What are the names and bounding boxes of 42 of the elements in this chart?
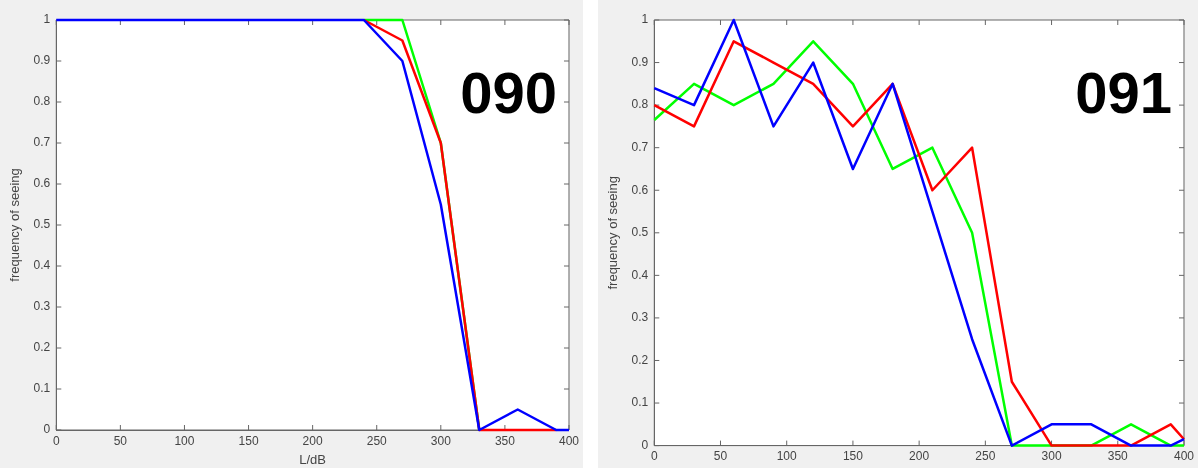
y-tick-label: 0.3 [33, 299, 51, 314]
x-tick-label: 50 [713, 449, 728, 464]
y-tick-label: 0.4 [631, 267, 649, 282]
y-tick-label: 0.5 [631, 225, 649, 240]
y-axis-title: frequency of seeing [605, 176, 621, 290]
y-tick-label: 0.3 [631, 310, 649, 325]
x-tick-label: 350 [494, 433, 516, 448]
y-tick-label: 0.7 [33, 135, 51, 150]
x-tick-label: 50 [113, 433, 128, 448]
x-tick-label: 250 [366, 433, 388, 448]
x-tick-label: 300 [1041, 449, 1062, 464]
annotation: 090 [460, 60, 557, 125]
y-tick-label: 0.6 [33, 176, 51, 191]
y-tick-label: 0.6 [631, 182, 649, 197]
x-tick-label: 400 [1173, 449, 1195, 464]
x-tick-label: 200 [302, 433, 323, 448]
x-tick-label: 150 [238, 433, 259, 448]
y-tick-label: 0.9 [631, 54, 649, 69]
y-tick-label: 0.2 [33, 340, 51, 355]
y-tick-label: 1 [641, 12, 649, 27]
annotation: 091 [1075, 60, 1172, 125]
x-tick-label: 100 [776, 449, 798, 464]
x-tick-label: 150 [842, 449, 864, 464]
x-tick-label: 100 [174, 433, 195, 448]
x-tick-label: 250 [975, 449, 996, 464]
y-tick-label: 0.8 [33, 94, 51, 109]
y-tick-label: 0 [43, 422, 51, 437]
y-tick-label: 0.2 [631, 352, 649, 367]
x-axis-title: L/dB [299, 451, 327, 467]
x-tick-label: 400 [558, 433, 580, 448]
x-tick-label: 350 [1107, 449, 1129, 464]
y-tick-label: 0.9 [33, 53, 51, 68]
y-tick-label: 0.1 [631, 395, 649, 410]
y-tick-label: 1 [43, 12, 51, 27]
y-tick-label: 0.1 [33, 381, 51, 396]
y-tick-label: 0.8 [631, 97, 649, 112]
y-axis-title: frequency of seeing [7, 168, 23, 282]
x-tick-label: 200 [909, 449, 930, 464]
y-tick-label: 0.7 [631, 139, 649, 154]
x-tick-label: 300 [430, 433, 452, 448]
y-tick-label: 0.5 [33, 217, 51, 232]
y-tick-label: 0.4 [33, 258, 51, 273]
